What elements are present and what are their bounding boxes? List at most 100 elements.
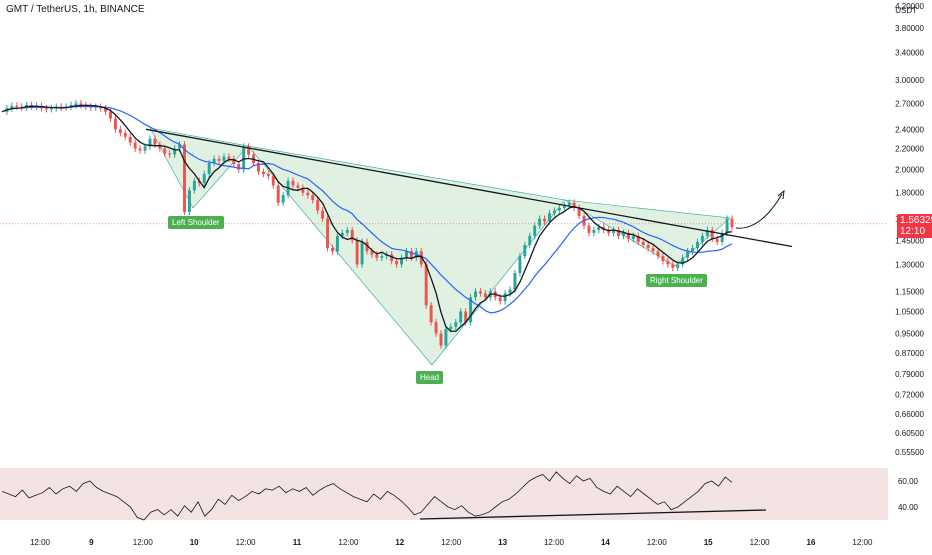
rsi-trendline	[419, 509, 767, 520]
candle-body	[15, 105, 19, 107]
last-price-tag: 1.56329 12:10	[897, 214, 932, 238]
projection-arrow-head	[777, 189, 785, 200]
candle-body	[123, 133, 127, 137]
line-layer	[1, 104, 793, 332]
candle-body	[247, 146, 251, 155]
time-tick-label: 9	[89, 538, 94, 547]
candle-body	[533, 225, 537, 236]
projection-arrow-curve	[735, 193, 783, 229]
candle-body	[720, 232, 724, 242]
candle-body	[10, 105, 14, 109]
candle-body	[89, 106, 93, 108]
candle-body	[69, 105, 73, 107]
price-tick-label: 0.95000	[895, 330, 924, 339]
price-tick-label: 1.80000	[895, 189, 924, 198]
candle-body	[617, 229, 621, 236]
candle-body	[725, 218, 729, 233]
candle-body	[686, 251, 690, 258]
candle-body	[301, 187, 305, 193]
candle-body	[587, 225, 591, 233]
candle-body	[562, 205, 566, 208]
candle-body	[153, 138, 157, 145]
candle-body	[641, 241, 645, 245]
price-tick-label: 3.80000	[895, 24, 924, 33]
candle-body	[158, 144, 162, 149]
candle-body	[498, 297, 502, 302]
candle-body	[543, 218, 547, 222]
candle-body	[730, 218, 734, 228]
time-tick-label: 12:00	[647, 538, 668, 547]
price-tick-label: 0.79000	[895, 370, 924, 379]
candle-body	[572, 202, 576, 208]
candle-body	[597, 227, 601, 230]
candle-body	[370, 251, 374, 255]
candle-body	[538, 218, 542, 226]
symbol-header: GMT / TetherUS, 1h, BINANCE	[6, 4, 145, 15]
candle-body	[276, 185, 280, 203]
candle-body	[636, 235, 640, 242]
candle-body	[567, 202, 571, 206]
candle-body	[483, 293, 487, 298]
candle-body	[217, 158, 221, 161]
candle-body	[143, 146, 147, 151]
rsi-tick-label: 40.00	[898, 503, 919, 512]
time-axis[interactable]: 12:00 9 12:00 10 12:00 11 12:00 12 12:00 13 12:00 1…	[30, 538, 873, 547]
candle-body	[380, 256, 384, 258]
candle-body	[503, 293, 507, 302]
candle-body	[464, 311, 468, 323]
candle-body	[345, 229, 349, 233]
candle-body	[552, 210, 556, 214]
candle-body	[173, 148, 177, 155]
time-tick-label: 16	[807, 538, 816, 547]
candle-body	[439, 333, 443, 346]
head-label: Head	[416, 371, 444, 384]
candle-body	[207, 162, 211, 174]
candle-body	[266, 173, 270, 177]
candle-body	[74, 103, 78, 106]
candle-body	[306, 192, 310, 196]
candle-body	[626, 232, 630, 239]
price-tick-label: 1.15000	[895, 287, 924, 296]
candle-body	[691, 248, 695, 252]
time-tick-label: 12:00	[30, 538, 51, 547]
candle-body	[326, 218, 330, 249]
left-shoulder-label: Left Shoulder	[168, 216, 224, 229]
candle-body	[454, 322, 458, 327]
time-tick-label: 11	[293, 538, 302, 547]
candle-body	[178, 144, 182, 149]
time-tick-label: 14	[601, 538, 610, 547]
candle-body	[548, 213, 551, 222]
price-tick-label: 2.00000	[895, 166, 924, 175]
candle-body	[335, 235, 339, 252]
candle-body	[44, 108, 48, 110]
candle-body	[622, 232, 625, 236]
candle-body	[138, 148, 142, 151]
time-tick-label: 12:00	[750, 538, 771, 547]
candle-body	[20, 106, 24, 108]
candle-body	[681, 257, 685, 265]
candle-body	[715, 238, 719, 242]
candle-body	[109, 111, 112, 119]
candle-body	[192, 180, 196, 191]
candle-body	[523, 244, 527, 257]
candle-body	[291, 180, 295, 186]
candle-body	[331, 248, 334, 252]
price-axis[interactable]: 4.20000 3.80000 3.40000 3.00000 2.70000 2.400…	[895, 2, 924, 457]
price-tick-label: 0.55500	[895, 448, 924, 457]
price-tick-label: 1.05000	[895, 307, 924, 316]
candle-body	[631, 235, 635, 239]
candle-body	[508, 289, 512, 294]
candle-body	[187, 190, 191, 212]
countdown-value: 12:10	[900, 226, 926, 237]
candle-body	[340, 232, 344, 236]
candle-body	[163, 148, 167, 154]
last-price-value: 1.56329	[900, 215, 932, 226]
candle-body	[321, 210, 325, 219]
candle-body	[104, 108, 108, 112]
time-tick-label: 12:00	[338, 538, 359, 547]
price-tick-label: 2.20000	[895, 144, 924, 153]
candle-body	[232, 158, 236, 165]
candle-body	[459, 311, 463, 323]
